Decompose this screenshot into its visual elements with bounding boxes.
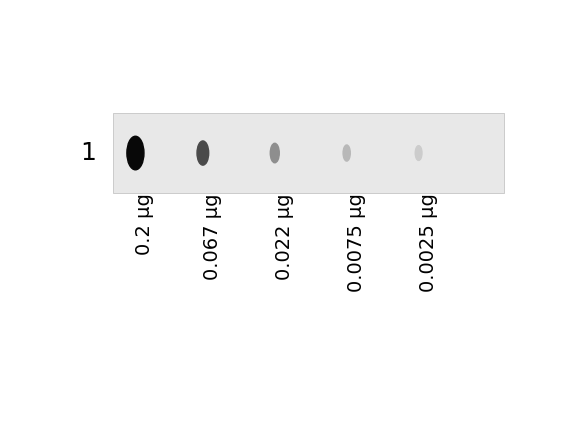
Ellipse shape	[197, 141, 209, 165]
Text: 0.2 μg: 0.2 μg	[136, 193, 154, 255]
Text: 0.0075 μg: 0.0075 μg	[347, 193, 366, 292]
Text: 0.067 μg: 0.067 μg	[203, 193, 222, 280]
Ellipse shape	[270, 143, 280, 163]
Text: 0.022 μg: 0.022 μg	[275, 193, 294, 280]
Text: 1: 1	[80, 141, 96, 165]
Ellipse shape	[343, 145, 350, 161]
Ellipse shape	[127, 136, 144, 170]
Text: 0.0025 μg: 0.0025 μg	[419, 193, 438, 292]
Ellipse shape	[415, 146, 422, 160]
FancyBboxPatch shape	[113, 113, 504, 193]
